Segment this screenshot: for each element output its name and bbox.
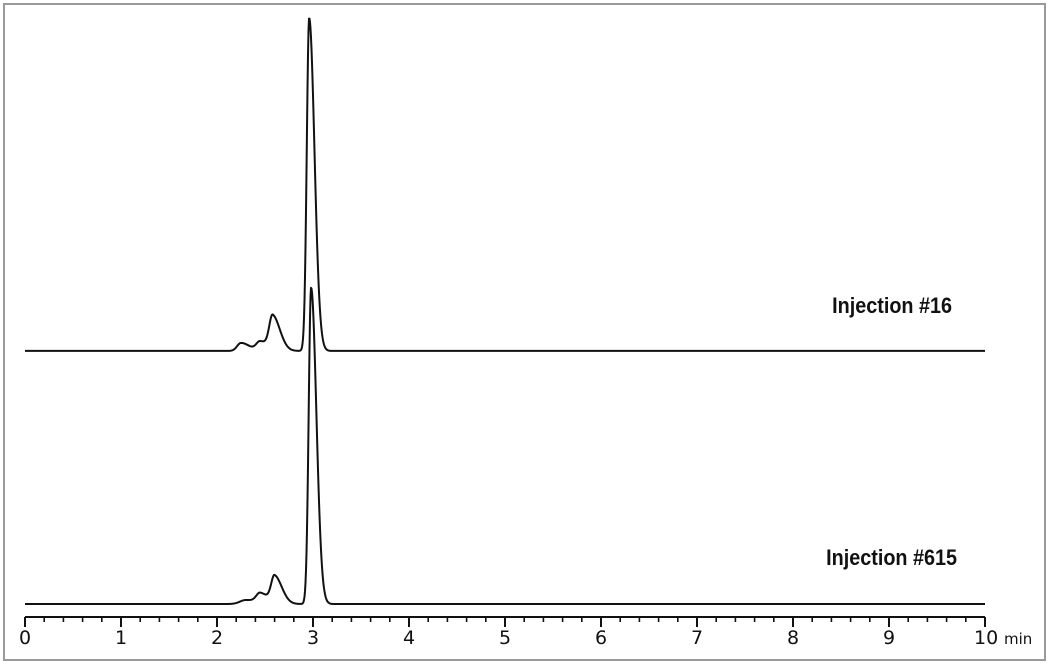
- x-tick-label: 3: [307, 627, 319, 649]
- trace-line-2: [24, 286, 986, 605]
- x-tick-label: 10: [974, 627, 998, 649]
- x-axis: 0 1 2 3 4 5 6 7 8 9 10 min: [19, 616, 1032, 649]
- trace-label-injection-16: Injection #16: [832, 294, 952, 318]
- x-tick-label: 2: [211, 627, 223, 649]
- chart-frame: [3, 3, 1046, 661]
- x-tick-label: 4: [403, 627, 415, 649]
- x-tick-label: 6: [595, 627, 607, 649]
- traces: [24, 17, 986, 605]
- x-unit-label: min: [1004, 630, 1032, 648]
- x-tick-label: 0: [19, 627, 31, 649]
- x-tick-label: 7: [691, 627, 703, 649]
- trace-label-injection-615: Injection #615: [826, 546, 957, 570]
- x-tick-label: 1: [115, 627, 127, 649]
- x-tick-label: 9: [883, 627, 895, 649]
- trace-line-1: [24, 17, 986, 352]
- x-tick-label: 5: [499, 627, 511, 649]
- x-tick-label: 8: [787, 627, 799, 649]
